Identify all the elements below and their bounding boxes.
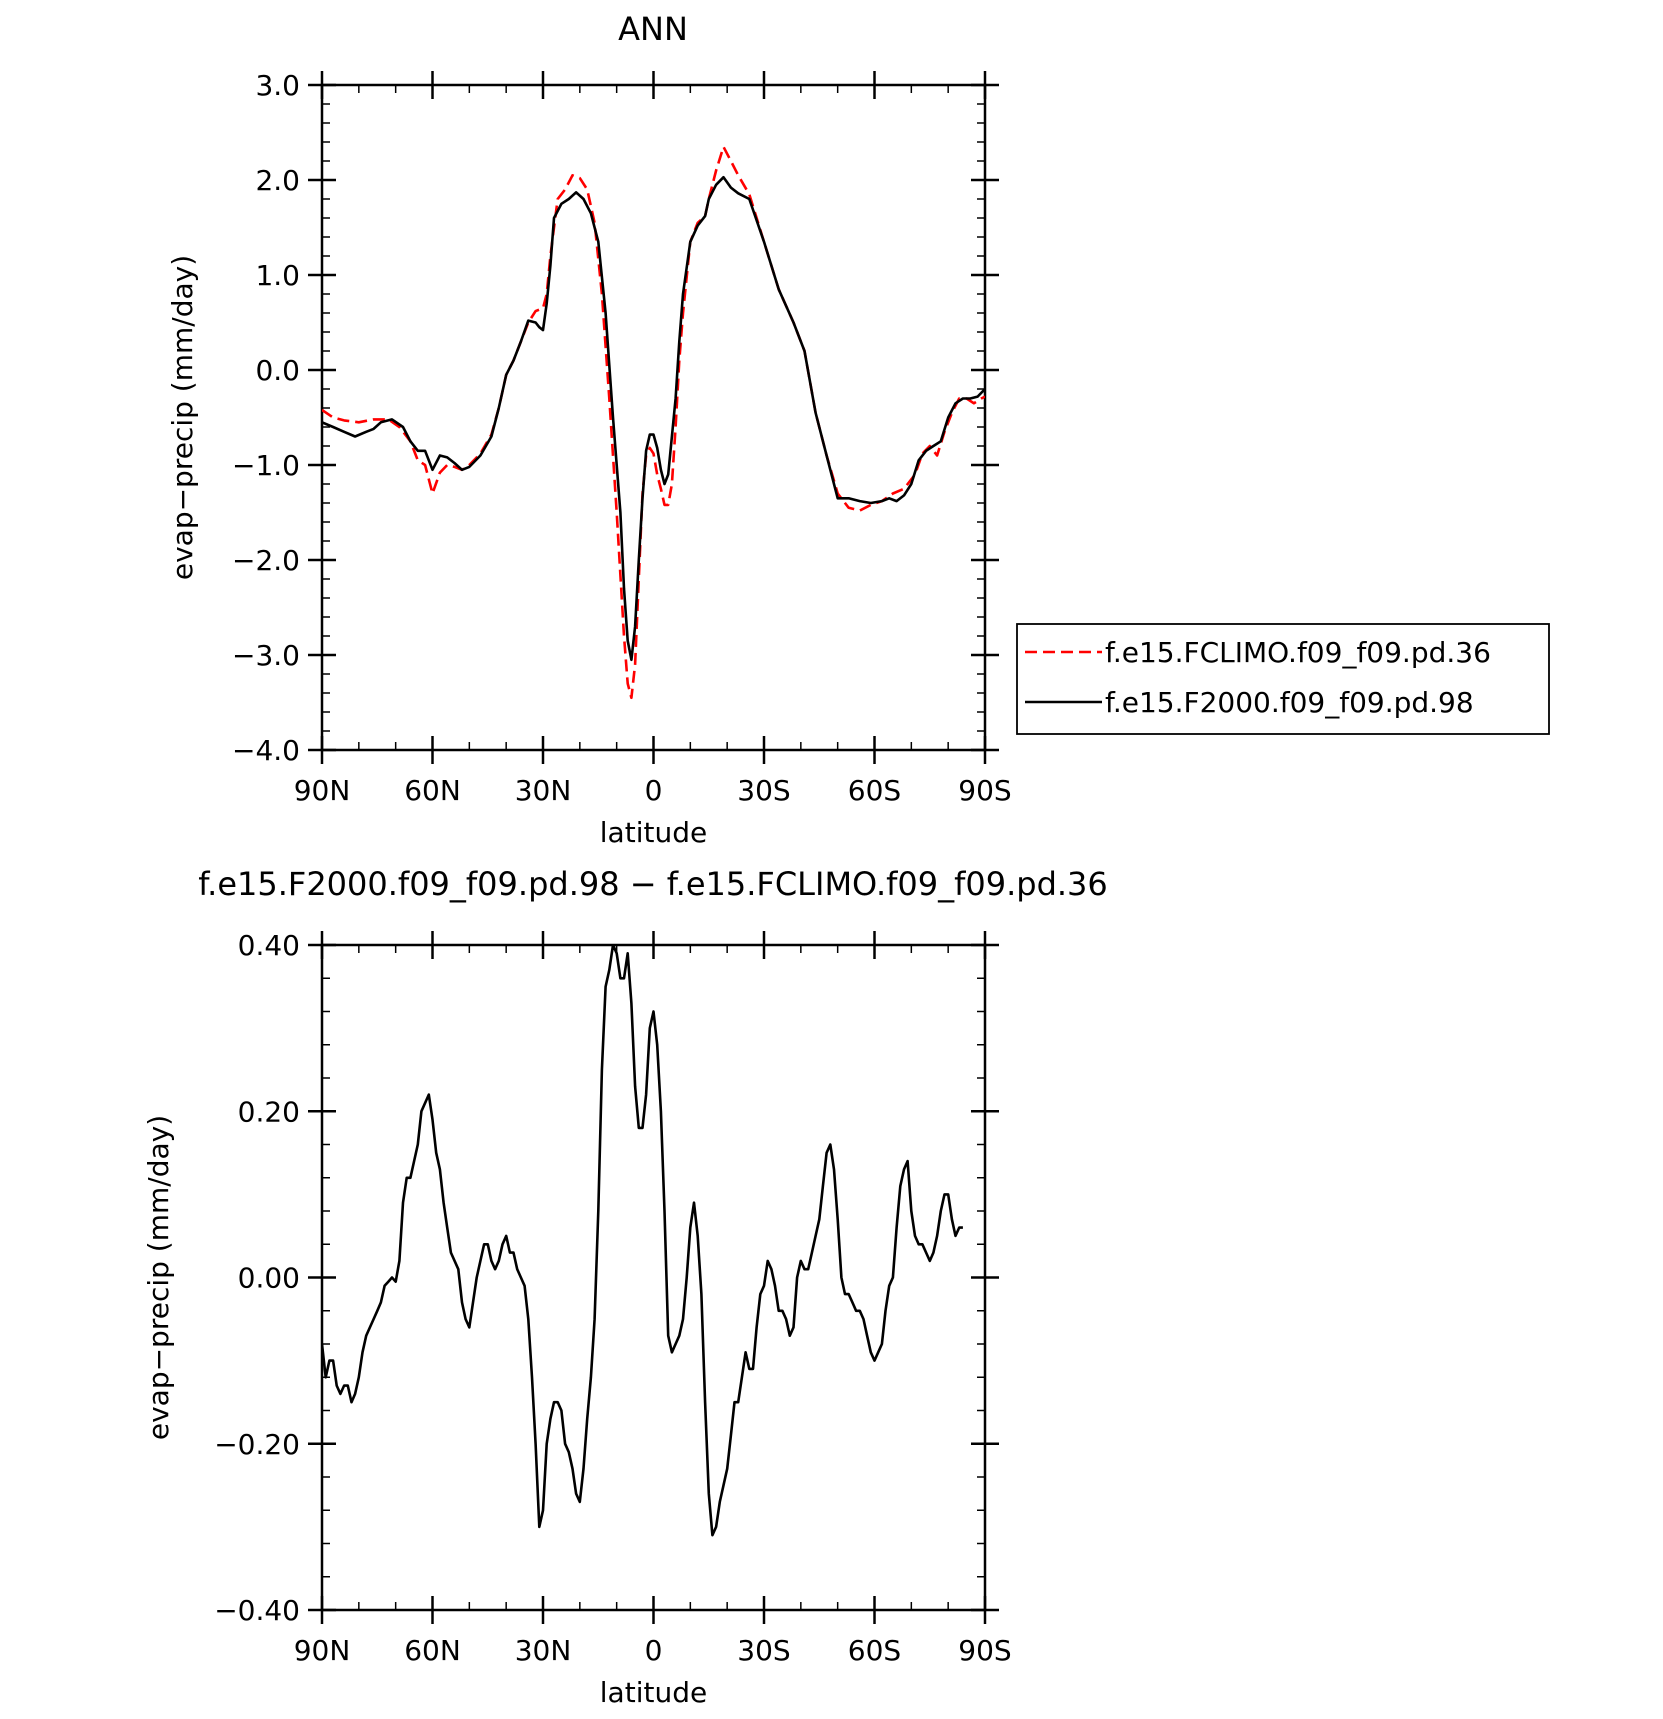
legend-box xyxy=(1016,623,1550,735)
x-tick-label: 30N xyxy=(515,1634,572,1667)
x-axis-label: latitude xyxy=(600,1676,707,1709)
y-tick-label: −1.0 xyxy=(232,449,300,482)
x-tick-label: 90N xyxy=(294,774,351,807)
chart-annual: ANN 3.0 2.0 1.0 0.0 −1.0 −2.0 −3.0 −4.0 90N 60N 30N… xyxy=(166,10,1012,849)
series-line-1 xyxy=(322,175,985,662)
x-tick-label: 90S xyxy=(958,774,1011,807)
x-tick-label: 30N xyxy=(515,774,572,807)
y-tick-label: 0.40 xyxy=(238,929,300,962)
chart-title: ANN xyxy=(618,10,688,48)
y-tick-label: −0.20 xyxy=(214,1428,300,1461)
plot-frame xyxy=(320,943,987,1612)
y-axis-label: evap−precip (mm/day) xyxy=(166,255,199,580)
y-tick-label: 1.0 xyxy=(255,259,300,292)
y-tick-label: −4.0 xyxy=(232,734,300,767)
y-tick-label: 3.0 xyxy=(255,69,300,102)
y-tick-label: 2.0 xyxy=(255,164,300,197)
x-tick-label: 0 xyxy=(645,1634,663,1667)
x-tick-label: 30S xyxy=(737,774,790,807)
series-line-0 xyxy=(322,145,985,700)
y-tick-label: 0.0 xyxy=(255,354,300,387)
plot-frame xyxy=(320,83,987,752)
x-axis-label: latitude xyxy=(600,816,707,849)
x-tick-label: 90S xyxy=(958,1634,1011,1667)
chart-title: f.e15.F2000.f09_f09.pd.98 − f.e15.FCLIMO… xyxy=(198,865,1108,903)
y-tick-label: −0.40 xyxy=(214,1594,300,1627)
chart-difference: f.e15.F2000.f09_f09.pd.98 − f.e15.FCLIMO… xyxy=(142,865,1108,1709)
y-tick-label: 0.00 xyxy=(238,1262,300,1295)
legend-label: f.e15.F2000.f09_f09.pd.98 xyxy=(1105,686,1474,719)
x-tick-label: 60S xyxy=(848,774,901,807)
x-tick-label: 30S xyxy=(737,1634,790,1667)
legend-label: f.e15.FCLIMO.f09_f09.pd.36 xyxy=(1105,636,1491,669)
y-tick-label: −2.0 xyxy=(232,544,300,577)
x-tick-label: 60S xyxy=(848,1634,901,1667)
x-tick-label: 0 xyxy=(645,774,663,807)
y-axis-label: evap−precip (mm/day) xyxy=(142,1115,175,1440)
y-tick-label: 0.20 xyxy=(238,1095,300,1128)
series-line-0 xyxy=(322,945,963,1537)
x-tick-label: 60N xyxy=(404,774,461,807)
legend: f.e15.FCLIMO.f09_f09.pd.36 f.e15.F2000.f0… xyxy=(1016,623,1550,735)
y-tick-label: −3.0 xyxy=(232,639,300,672)
x-tick-label: 60N xyxy=(404,1634,461,1667)
x-tick-label: 90N xyxy=(294,1634,351,1667)
